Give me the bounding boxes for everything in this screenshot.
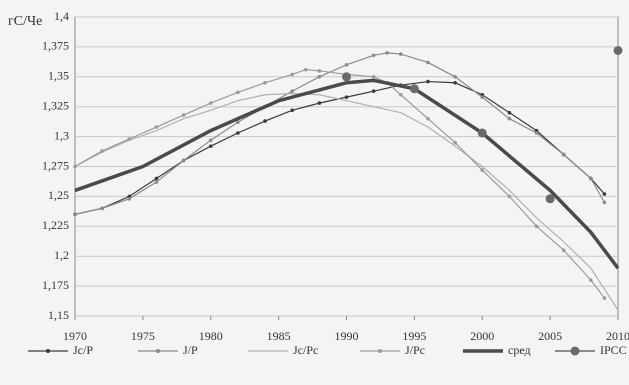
x-tick-label: 1990 xyxy=(335,329,359,343)
data-point xyxy=(371,89,376,93)
data-point xyxy=(127,137,132,141)
data-point xyxy=(344,95,349,99)
data-point xyxy=(208,138,213,142)
x-tick-label: 1985 xyxy=(267,329,291,343)
y-tick-label: 1,175 xyxy=(42,278,69,292)
data-point xyxy=(290,72,295,77)
legend-label: сред xyxy=(508,343,531,357)
data-point xyxy=(236,90,240,95)
data-point xyxy=(426,60,430,65)
legend-marker xyxy=(156,349,160,353)
y-tick-label: 1,4 xyxy=(54,9,69,23)
data-point xyxy=(73,212,77,217)
data-point xyxy=(154,180,159,184)
legend-label: Jc/Pc xyxy=(293,343,318,357)
x-tick-label: 2000 xyxy=(470,329,494,343)
data-point xyxy=(263,119,267,123)
data-point xyxy=(154,176,159,181)
data-point xyxy=(290,89,295,93)
data-point xyxy=(100,149,104,153)
data-point xyxy=(344,63,349,67)
data-point xyxy=(453,140,457,145)
y-tick-label: 1,375 xyxy=(42,39,69,53)
x-tick-label: 1995 xyxy=(402,329,426,343)
data-point xyxy=(208,101,213,105)
legend-marker xyxy=(378,349,382,353)
data-point xyxy=(477,128,487,138)
data-point xyxy=(602,192,607,196)
data-point xyxy=(290,108,295,113)
data-point xyxy=(154,125,159,129)
data-point xyxy=(317,75,322,79)
data-point xyxy=(100,206,104,211)
data-point xyxy=(127,196,132,201)
data-point xyxy=(303,67,308,72)
data-point xyxy=(385,51,390,55)
data-point xyxy=(453,80,457,85)
data-point xyxy=(602,296,607,300)
data-point xyxy=(507,110,512,115)
series-line xyxy=(74,92,619,311)
data-point xyxy=(399,92,403,97)
data-point xyxy=(342,72,351,82)
data-point xyxy=(589,176,593,181)
y-tick-label: 1,325 xyxy=(42,98,69,112)
legend-label: J/P xyxy=(183,343,198,357)
data-point xyxy=(317,69,322,73)
data-point xyxy=(236,120,240,125)
data-point xyxy=(534,224,539,229)
legend-label: Jc/P xyxy=(73,343,93,357)
data-point xyxy=(480,168,485,172)
x-tick-label: 1980 xyxy=(199,329,223,343)
legend-label: IPCC xyxy=(600,343,627,357)
data-point xyxy=(534,131,539,135)
x-tick-label: 1970 xyxy=(63,329,87,343)
data-point xyxy=(602,200,607,205)
data-point xyxy=(73,164,77,169)
data-point xyxy=(317,101,322,105)
data-point xyxy=(426,116,430,121)
y-tick-label: 1,2 xyxy=(54,248,69,262)
data-point xyxy=(507,116,512,121)
data-point xyxy=(426,79,430,84)
data-point xyxy=(236,131,240,135)
data-point xyxy=(589,278,593,282)
data-point xyxy=(181,113,186,117)
legend-marker xyxy=(46,349,50,353)
data-point xyxy=(561,152,566,157)
data-point xyxy=(208,144,213,148)
data-point xyxy=(371,75,376,79)
data-point xyxy=(371,53,376,58)
y-tick-label: 1,225 xyxy=(42,218,69,232)
series-line xyxy=(74,78,620,270)
y-tick-label: 1,275 xyxy=(42,158,69,172)
data-point xyxy=(453,75,457,79)
y-tick-label: 1,25 xyxy=(48,188,69,202)
y-tick-label: 1,3 xyxy=(54,128,69,142)
data-point xyxy=(613,45,623,55)
x-tick-label: 1975 xyxy=(131,329,155,343)
legend-marker xyxy=(570,346,580,356)
legend-label: J/Pc xyxy=(405,343,425,357)
data-point xyxy=(480,95,485,99)
data-point xyxy=(181,158,186,163)
y-axis-label: гС/Че xyxy=(8,14,42,29)
data-point xyxy=(561,248,566,253)
x-tick-label: 2005 xyxy=(538,329,562,343)
x-tick-label: 2010 xyxy=(606,329,629,343)
data-point xyxy=(545,194,555,204)
y-tick-label: 1,35 xyxy=(48,69,69,83)
y-tick-label: 1,15 xyxy=(48,308,69,322)
data-point xyxy=(399,52,403,56)
series-line xyxy=(74,52,605,215)
data-point xyxy=(263,80,267,85)
data-point xyxy=(507,194,512,199)
data-point xyxy=(409,84,419,94)
